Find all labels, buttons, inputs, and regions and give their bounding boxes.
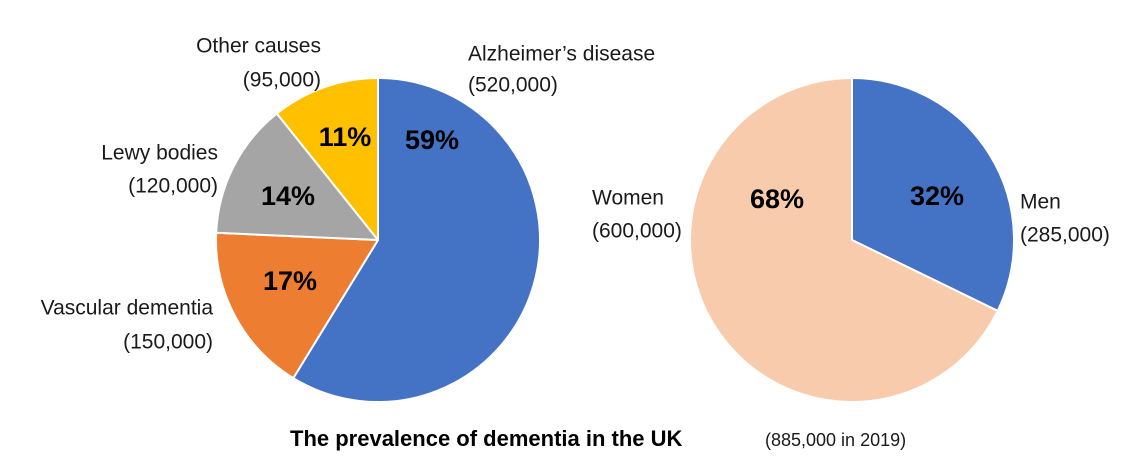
percent-label-men: 32% — [910, 181, 964, 211]
pie-slice-other-causes — [275, 77, 379, 241]
value-label-other-causes: (95,000) — [243, 69, 321, 92]
pie-causes-labels: 59% Alzheimer’s disease (520,000) 17% Vascul… — [41, 35, 656, 354]
pie-gender-labels: 32% Men (285,000) 68% Women (600,000) — [592, 181, 1110, 246]
category-label-lewy-bodies: Lewy bodies — [101, 142, 218, 165]
pie-slice-lewy-bodies — [215, 112, 379, 241]
value-label-lewy-bodies: (120,000) — [128, 175, 218, 198]
pie-slice-men — [851, 77, 1015, 312]
category-label-alzheimer-s-disease: Alzheimer’s disease — [468, 43, 655, 66]
chart-footer: The prevalence of dementia in the UK (88… — [290, 426, 906, 451]
category-label-vascular-dementia: Vascular dementia — [41, 297, 214, 320]
percent-label-alzheimer-s-disease: 59% — [405, 125, 459, 155]
value-label-women: (600,000) — [592, 220, 682, 243]
chart-footer-title: The prevalence of dementia in the UK — [290, 426, 683, 451]
pie-chart-gender — [689, 77, 1015, 403]
pie-slice-women — [689, 77, 999, 403]
value-label-men: (285,000) — [1020, 224, 1110, 247]
chart-footer-subtitle: (885,000 in 2019) — [765, 430, 906, 450]
value-label-vascular-dementia: (150,000) — [123, 331, 213, 354]
category-label-other-causes: Other causes — [196, 35, 321, 58]
percent-label-vascular-dementia: 17% — [263, 266, 317, 296]
category-label-women: Women — [592, 187, 664, 210]
percent-label-other-causes: 11% — [319, 122, 372, 152]
pie-slice-alzheimer-s-disease — [292, 77, 541, 403]
pie-chart-causes — [215, 77, 541, 403]
percent-label-women: 68% — [750, 184, 804, 214]
percent-label-lewy-bodies: 14% — [261, 181, 315, 211]
value-label-alzheimer-s-disease: (520,000) — [468, 74, 558, 97]
pie-slice-vascular-dementia — [215, 231, 379, 380]
category-label-men: Men — [1020, 191, 1061, 214]
